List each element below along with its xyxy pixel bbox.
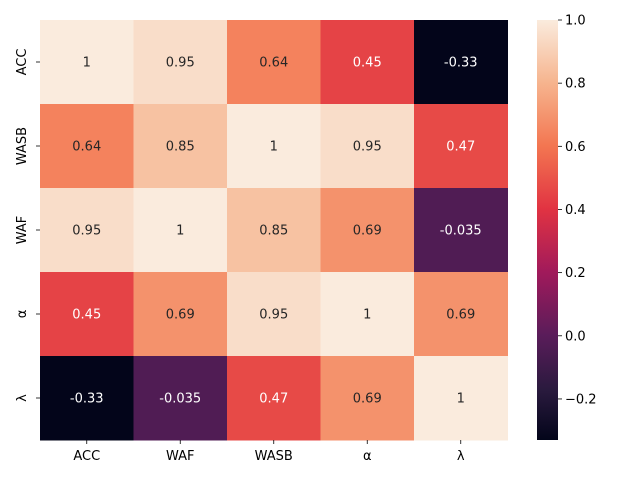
heatmap-cell (414, 104, 508, 189)
colorbar-tick-label: 0.8 (565, 77, 586, 92)
cell-value-label: 1 (363, 308, 371, 323)
colorbar-tick-label: 0.0 (565, 329, 586, 344)
heatmap-cell (40, 104, 134, 189)
cell-value-label: 0.47 (446, 140, 475, 155)
cell-value-label: 0.45 (353, 56, 382, 71)
x-tick-label: λ (457, 449, 465, 464)
x-tick-label: ACC (73, 449, 100, 464)
cell-value-label: 0.45 (72, 308, 101, 323)
cell-value-label: 0.47 (259, 392, 288, 407)
colorbar-tick-label: 1.0 (565, 14, 586, 29)
y-tick-label: ACC (15, 49, 30, 76)
cell-value-label: 1 (270, 140, 278, 155)
heatmap-cell (414, 272, 508, 357)
heatmap-cell (133, 356, 228, 441)
cell-value-label: 0.69 (446, 308, 475, 323)
cell-value-label: 0.64 (72, 140, 101, 155)
cell-value-label: 1 (83, 56, 91, 71)
heatmap-cell (227, 20, 321, 105)
heatmap-cell (320, 356, 415, 441)
heatmap-cell (227, 272, 321, 357)
colorbar-tick-label: 0.4 (565, 203, 586, 218)
heatmap-cell (133, 272, 228, 357)
colorbar-ticks: −0.2 0.0 0.2 0.4 0.6 0.8 1.0 (558, 14, 597, 407)
cell-value-label: -0.33 (70, 392, 104, 407)
y-tick-label: WAF (15, 216, 30, 245)
y-tick-label: λ (15, 394, 30, 402)
x-tick-label: α (363, 449, 372, 464)
x-tick-label: WASB (255, 449, 293, 464)
cell-value-label: 0.95 (353, 140, 382, 155)
heatmap-cell (40, 188, 134, 273)
cell-value-label: -0.035 (159, 392, 201, 407)
heatmap-cell (40, 356, 134, 441)
heatmap-cell (414, 20, 508, 105)
heatmap-cell (133, 104, 228, 189)
cell-value-label: 1 (176, 224, 184, 239)
colorbar-tick-label: 0.2 (565, 266, 586, 281)
colorbar-tick-label: 0.6 (565, 140, 586, 155)
heatmap-cell (414, 188, 508, 273)
heatmap-cells (40, 20, 508, 441)
heatmap-cell (320, 20, 415, 105)
heatmap-cell (227, 188, 321, 273)
heatmap-cell (227, 356, 321, 441)
heatmap-cell (227, 104, 321, 189)
cell-value-label: 0.95 (259, 308, 288, 323)
cell-value-label: 0.69 (353, 224, 382, 239)
heatmap-cell (320, 272, 415, 357)
y-tick-label: WASB (15, 127, 30, 165)
heatmap-cell (40, 272, 134, 357)
heatmap-cell (320, 188, 415, 273)
cell-value-label: -0.33 (444, 56, 478, 71)
colorbar-tick-label: −0.2 (565, 392, 597, 407)
cell-value-label: 0.85 (259, 224, 288, 239)
x-axis: ACC WAF WASB α λ (73, 440, 465, 464)
heatmap-cell (414, 356, 508, 441)
heatmap-cell (133, 188, 228, 273)
y-axis: ACC WASB WAF α λ (15, 49, 40, 402)
cell-value-label: 0.85 (166, 140, 195, 155)
heatmap-cell (40, 20, 134, 105)
cell-value-label: 0.95 (72, 224, 101, 239)
heatmap-cell-labels: 1 0.95 0.64 0.45 -0.33 0.64 0.85 1 0.95 0.47 0.95 1… (70, 56, 482, 407)
cell-value-label: 0.95 (166, 56, 195, 71)
heatmap-cell (320, 104, 415, 189)
cell-value-label: 0.64 (259, 56, 288, 71)
x-tick-label: WAF (166, 449, 195, 464)
cell-value-label: 1 (457, 392, 465, 407)
cell-value-label: 0.69 (353, 392, 382, 407)
cell-value-label: 0.69 (166, 308, 195, 323)
cell-value-label: -0.035 (440, 224, 482, 239)
heatmap-cell (133, 20, 228, 105)
colorbar (537, 20, 558, 440)
y-tick-label: α (15, 310, 30, 319)
